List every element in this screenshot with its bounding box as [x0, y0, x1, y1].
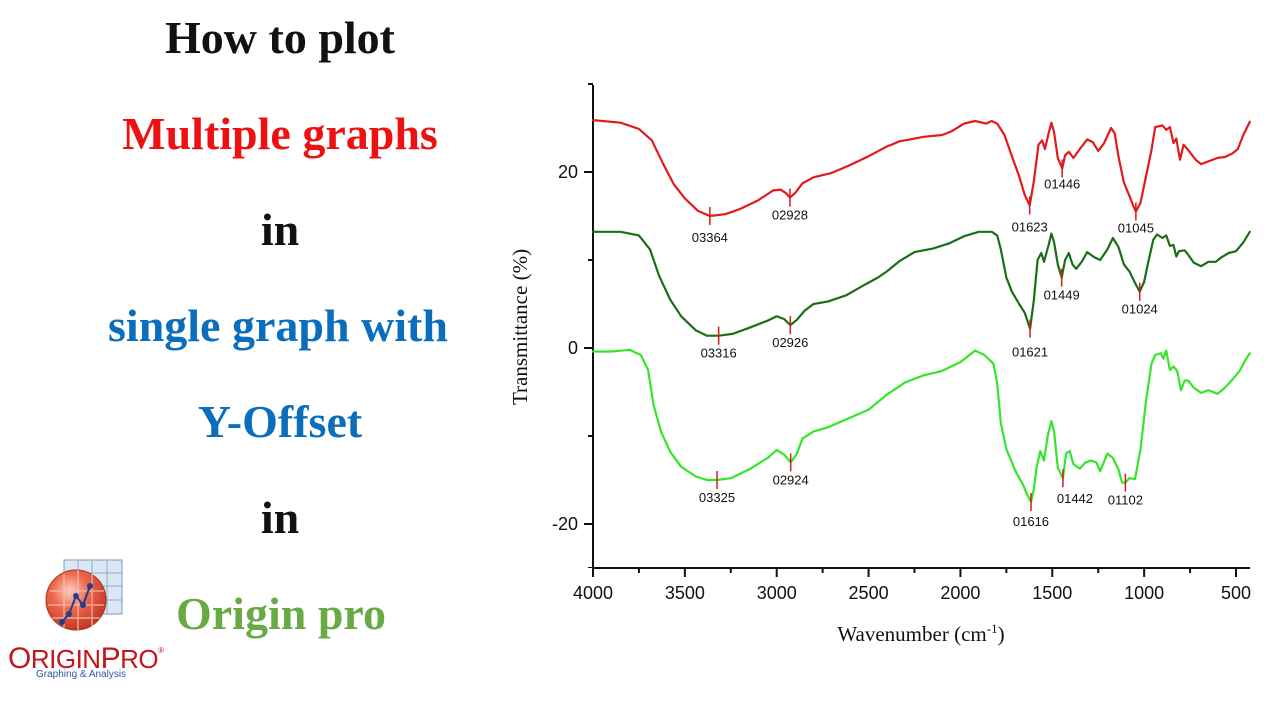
- origin-chart-globe-icon: [45, 559, 123, 631]
- peak-label: 01045: [1118, 221, 1154, 236]
- peak-label: 01621: [1012, 345, 1048, 360]
- peak-label: 02926: [772, 335, 808, 350]
- y-tick-label: -20: [552, 514, 578, 534]
- peak-label: 03325: [699, 490, 735, 505]
- title-line-in-2: in: [260, 492, 300, 543]
- title-line-origin-pro: Origin pro: [175, 588, 386, 639]
- peak-label: 03316: [701, 346, 737, 361]
- title-line-how-to-plot: How to plot: [165, 12, 395, 63]
- originpro-tagline: Graphing & Analysis: [36, 669, 127, 680]
- peak-label: 01024: [1122, 302, 1158, 317]
- y-axis-title: Transmittance (%): [508, 249, 532, 405]
- x-tick-label: 4000: [573, 583, 613, 603]
- x-tick-label: 1500: [1032, 583, 1072, 603]
- peak-label: 02924: [773, 472, 809, 487]
- peak-label: 01449: [1044, 288, 1080, 303]
- x-tick-label: 2000: [940, 583, 980, 603]
- chart-axes: 20 0 -20 4000 3500 3000 2500 2000 1500 1000 500: [552, 83, 1251, 603]
- peak-label: 01102: [1108, 493, 1143, 508]
- x-tick-label: 2500: [849, 583, 889, 603]
- peak-label: 01446: [1044, 176, 1080, 191]
- x-tick-label: 3500: [665, 583, 705, 603]
- y-tick-label: 0: [568, 338, 578, 358]
- chart-series: [591, 119, 1251, 504]
- peak-label: 01442: [1057, 491, 1093, 506]
- title-line-multiple-graphs: Multiple graphs: [122, 108, 438, 159]
- y-tick-label: 20: [558, 162, 578, 182]
- x-axis-title: Wavenumber (cm-1): [837, 621, 1004, 646]
- peak-label: 01623: [1012, 219, 1048, 234]
- spectrum-line-2: [591, 230, 1251, 337]
- x-tick-label: 500: [1221, 583, 1251, 603]
- title-line-single-graph-with: single graph with: [108, 300, 448, 351]
- originpro-wordmark: ORIGINPRO®: [8, 642, 164, 675]
- spectrum-line-1: [591, 119, 1251, 218]
- spectrum-line-3: [591, 348, 1251, 504]
- originpro-logo: ORIGINPRO® Graphing & Analysis: [6, 556, 166, 686]
- x-tick-label: 3000: [757, 583, 797, 603]
- title-line-y-offset: Y-Offset: [197, 396, 363, 447]
- title-panel: How to plot Multiple graphs in single gr…: [0, 0, 560, 720]
- peak-labels: 03364 02928 01623 01446 01045 03316 02926 01621…: [692, 159, 1158, 529]
- title-line-in-1: in: [260, 204, 300, 255]
- peak-label: 02928: [772, 208, 808, 223]
- peak-label: 01616: [1013, 514, 1049, 529]
- x-tick-label: 1000: [1124, 583, 1164, 603]
- peak-label: 03364: [692, 230, 728, 245]
